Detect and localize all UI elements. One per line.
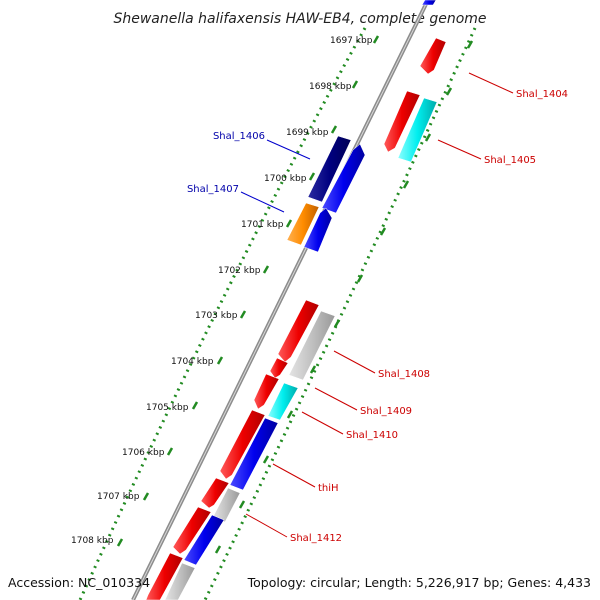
accession-text: Accession: NC_010334 bbox=[8, 575, 150, 590]
gene-red-1412 bbox=[172, 506, 212, 555]
gene-gray-1408 bbox=[288, 310, 336, 381]
genome-backbone-highlight bbox=[132, 0, 429, 600]
gene-blue-1412 bbox=[183, 514, 225, 566]
gene-shal-1404 bbox=[419, 37, 447, 75]
gene-orange-1407 bbox=[286, 202, 320, 246]
gene-cyan-1410 bbox=[267, 382, 299, 421]
genome-summary-text: Topology: circular; Length: 5,226,917 bp… bbox=[247, 575, 591, 590]
gene-labels: Shal_1404 Shal_1405 Shal_1406 Shal_1407 … bbox=[187, 89, 568, 544]
gene-red-1410 bbox=[253, 373, 280, 410]
gene-label: Shal_1410 bbox=[346, 430, 398, 441]
inner-track-genes bbox=[145, 135, 352, 600]
leader-lines bbox=[240, 72, 514, 538]
gene-label: Shal_1408 bbox=[378, 369, 430, 380]
gene-label: Shal_1412 bbox=[290, 533, 342, 544]
gene-label: Shal_1405 bbox=[484, 155, 536, 166]
gene-shal-1405-cyan bbox=[397, 97, 438, 163]
gene-blue-1407 bbox=[303, 207, 333, 253]
tick-label: 1708 kbp bbox=[71, 536, 114, 546]
gene-red-after-thih bbox=[200, 477, 230, 509]
tick-label: 1698 kbp bbox=[309, 82, 352, 92]
gene-label: Shal_1409 bbox=[360, 406, 412, 417]
gene-red-thih bbox=[219, 409, 266, 480]
gene-label: Shal_1407 bbox=[187, 184, 239, 195]
tick-label: 1699 kbp bbox=[286, 128, 329, 138]
gene-shal-1405-red bbox=[383, 90, 421, 153]
gene-blue-thih bbox=[229, 417, 279, 491]
tick-label: 1707 kbp bbox=[97, 492, 140, 502]
tick-labels: 1697 kbp 1698 kbp 1699 kbp 1700 kbp 1701… bbox=[71, 36, 373, 546]
gene-red-bottom bbox=[145, 552, 184, 600]
gene-blue-top bbox=[421, 0, 437, 6]
gene-navy-1406 bbox=[307, 135, 352, 203]
map-title: Shewanella halifaxensis HAW-EB4, complet… bbox=[113, 11, 486, 27]
tick-label: 1697 kbp bbox=[330, 36, 373, 46]
tick-label: 1704 kbp bbox=[171, 357, 214, 367]
gene-red-1409 bbox=[269, 357, 289, 379]
tick-label: 1705 kbp bbox=[146, 403, 189, 413]
gene-red-1408 bbox=[277, 299, 320, 363]
outer-dotted-ring bbox=[203, 27, 477, 600]
gene-blue-1406 bbox=[321, 143, 366, 214]
outer-track-genes bbox=[164, 0, 447, 600]
gene-label: Shal_1406 bbox=[213, 131, 265, 142]
gene-label: Shal_1404 bbox=[516, 89, 568, 100]
gene-label: thiH bbox=[318, 483, 339, 494]
tick-label: 1703 kbp bbox=[195, 311, 238, 321]
tick-label: 1706 kbp bbox=[122, 448, 165, 458]
tick-marks bbox=[116, 35, 380, 547]
tick-label: 1701 kbp bbox=[241, 220, 284, 230]
gene-gray-bottom bbox=[164, 562, 196, 600]
gene-gray-after bbox=[212, 487, 241, 523]
tick-label: 1700 kbp bbox=[264, 174, 307, 184]
tick-label: 1702 kbp bbox=[218, 266, 261, 276]
outer-ring-dashes bbox=[214, 40, 474, 554]
